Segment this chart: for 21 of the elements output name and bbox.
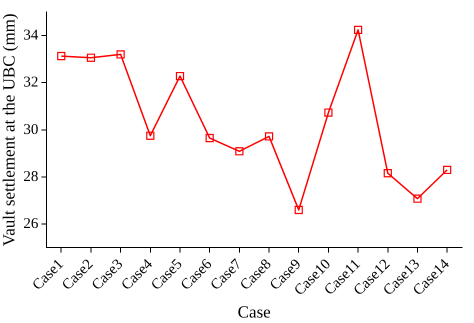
point [354,26,362,34]
x-axis-title: Case [238,302,271,322]
point [235,147,244,156]
point [264,132,274,141]
point [413,194,422,203]
point [146,132,154,140]
point [206,134,214,142]
point [294,206,303,214]
point [324,108,333,117]
point [384,169,392,178]
y-axis-title: Vault settlement at the UBC (mm) [0,13,19,246]
point [443,166,452,174]
y-tick-label: 34 [23,28,39,44]
point [176,72,184,80]
y-tick-label: 30 [23,122,38,138]
y-tick-label: 32 [23,74,38,91]
y-tick-label: 28 [23,168,38,185]
point [116,50,125,59]
point [86,54,96,62]
point [57,52,66,60]
y-tick-label: 26 [23,216,39,232]
